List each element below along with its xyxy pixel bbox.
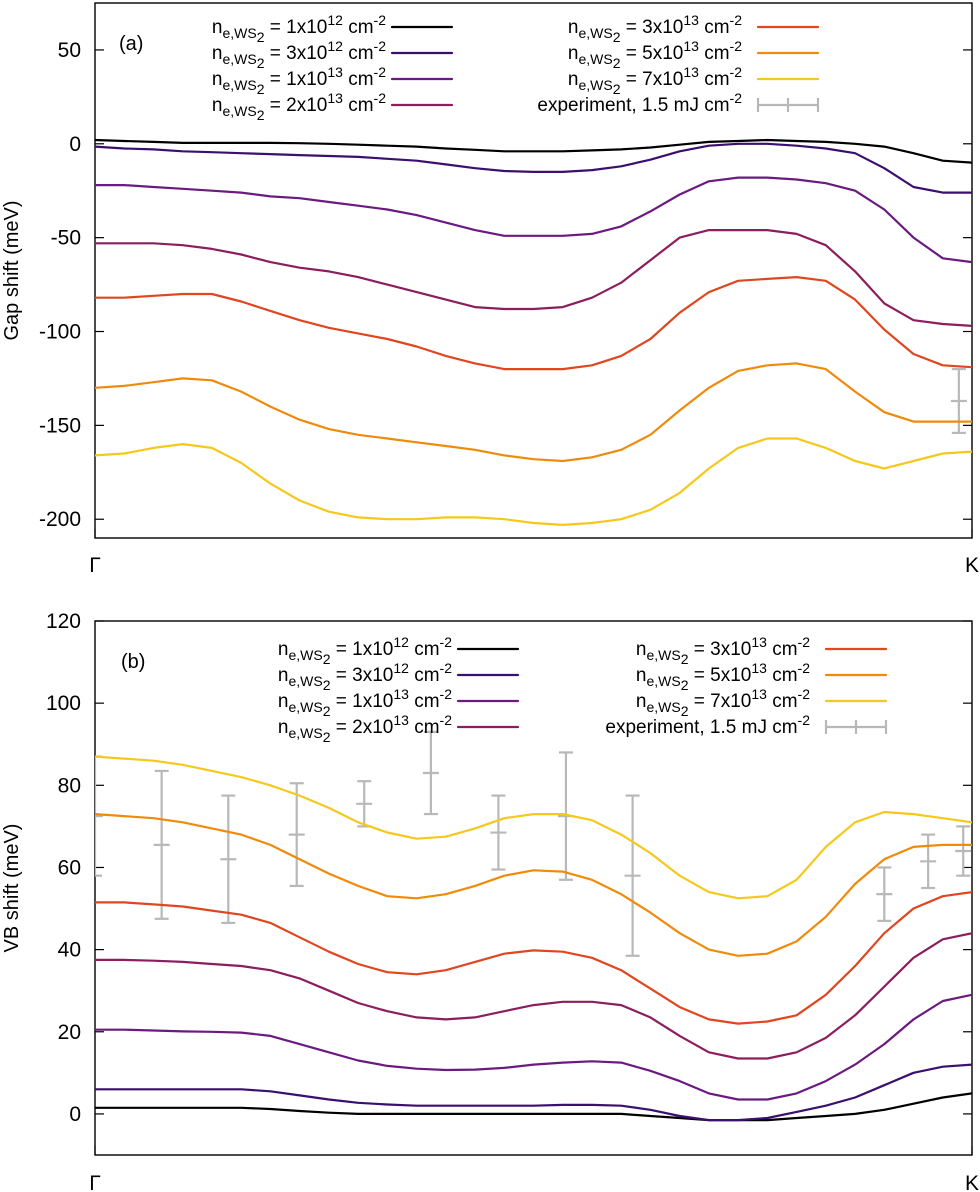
legend-entry-label: ne,WS2 = 7x1013 cm-2 (636, 686, 810, 719)
plot-frame (94, 2, 973, 539)
y-tick-label: 100 (46, 692, 81, 715)
x-tick-label-gamma: Γ (89, 1172, 101, 1192)
legend-entry-label: ne,WS2 = 2x1013 cm-2 (278, 712, 452, 745)
panel-label: (b) (121, 651, 145, 673)
experiment-errorbar (624, 794, 641, 957)
series-line-6 (95, 362, 972, 463)
legend-entry-label: ne,WS2 = 1x1012 cm-2 (212, 12, 386, 45)
series-line-5 (95, 890, 972, 1025)
series-line-4 (95, 932, 972, 1060)
experiment-errorbar (920, 833, 937, 890)
experiment-points (950, 367, 967, 434)
y-tick-label: 80 (58, 774, 81, 797)
legend: ne,WS2 = 1x1012 cm-2ne,WS2 = 3x1012 cm-2… (278, 634, 888, 745)
series-line-3 (95, 176, 972, 264)
legend-entry-label: ne,WS2 = 3x1013 cm-2 (568, 12, 742, 45)
y-tick-label: 0 (69, 1103, 81, 1126)
series-line-1 (95, 138, 972, 164)
series-line-7 (95, 755, 972, 900)
panel-b: 0 20 40 60 80 100 120 Γ K VB shift (meV) (b) ne,WS2… (1, 610, 979, 1192)
y-tick-label: 20 (58, 1021, 81, 1044)
legend-entry-label: ne,WS2 = 1x1013 cm-2 (278, 686, 452, 719)
series-line-2 (95, 142, 972, 194)
plot-area (95, 730, 972, 1122)
x-tick-label-k: K (965, 1172, 979, 1192)
y-tick-label: -150 (39, 414, 81, 437)
legend-entry-label: ne,WS2 = 2x1013 cm-2 (212, 90, 386, 123)
plot-area (95, 138, 972, 527)
y-tick-label: -50 (51, 227, 81, 250)
series-line-3 (95, 993, 972, 1101)
legend-entry-label: experiment, 1.5 mJ cm-2 (605, 712, 810, 738)
y-tick-label: -200 (39, 508, 81, 531)
legend-entry-label: ne,WS2 = 5x1013 cm-2 (568, 38, 742, 71)
legend-entry-label: ne,WS2 = 3x1012 cm-2 (212, 38, 386, 71)
y-axis-label: Gap shift (meV) (1, 200, 23, 340)
experiment-errorbar (955, 825, 972, 877)
experiment-errorbar (95, 755, 103, 877)
legend-entry-label: ne,WS2 = 3x1012 cm-2 (278, 660, 452, 693)
y-tick-label: 0 (69, 133, 81, 156)
y-tick-label: 40 (58, 939, 81, 962)
series-line-4 (95, 229, 972, 327)
legend-entry-label: experiment, 1.5 mJ cm-2 (537, 90, 742, 116)
legend-entry-label: ne,WS2 = 7x1013 cm-2 (568, 64, 742, 97)
experiment-errorbar (288, 782, 305, 888)
panel-label: (a) (119, 33, 143, 55)
plot-frame (94, 620, 973, 1156)
experiment-errorbar (356, 780, 373, 828)
legend-entry-label: ne,WS2 = 3x1013 cm-2 (636, 634, 810, 667)
experiment-errorbar (153, 769, 170, 920)
experiment-errorbar (876, 866, 893, 922)
legend-entry-label: ne,WS2 = 5x1013 cm-2 (636, 660, 810, 693)
series-line-5 (95, 276, 972, 371)
y-tick-label: 120 (46, 610, 81, 633)
y-axis-label: VB shift (meV) (1, 824, 23, 953)
x-tick-label-k: K (965, 554, 979, 577)
y-tick-label: 60 (58, 856, 81, 879)
legend: ne,WS2 = 1x1012 cm-2ne,WS2 = 3x1012 cm-2… (212, 12, 820, 123)
experiment-errorbar (490, 794, 507, 871)
y-tick-label: 50 (58, 39, 81, 62)
experiment-errorbar (950, 367, 967, 434)
legend-entry-label: ne,WS2 = 1x1013 cm-2 (212, 64, 386, 97)
series-line-6 (95, 812, 972, 957)
y-tick-label: -100 (39, 321, 81, 344)
legend-entry-label: ne,WS2 = 1x1012 cm-2 (278, 634, 452, 667)
experiment-points (95, 730, 972, 957)
series-line-7 (95, 437, 972, 527)
panel-a: -200 -150 -100 -50 0 50 Γ K Gap shift (meV) (a) ne… (1, 2, 979, 577)
experiment-errorbar (220, 794, 237, 925)
series-line-2 (95, 1063, 972, 1122)
series-line-1 (95, 1092, 972, 1122)
experiment-errorbar (422, 730, 439, 816)
x-tick-label-gamma: Γ (89, 554, 101, 577)
